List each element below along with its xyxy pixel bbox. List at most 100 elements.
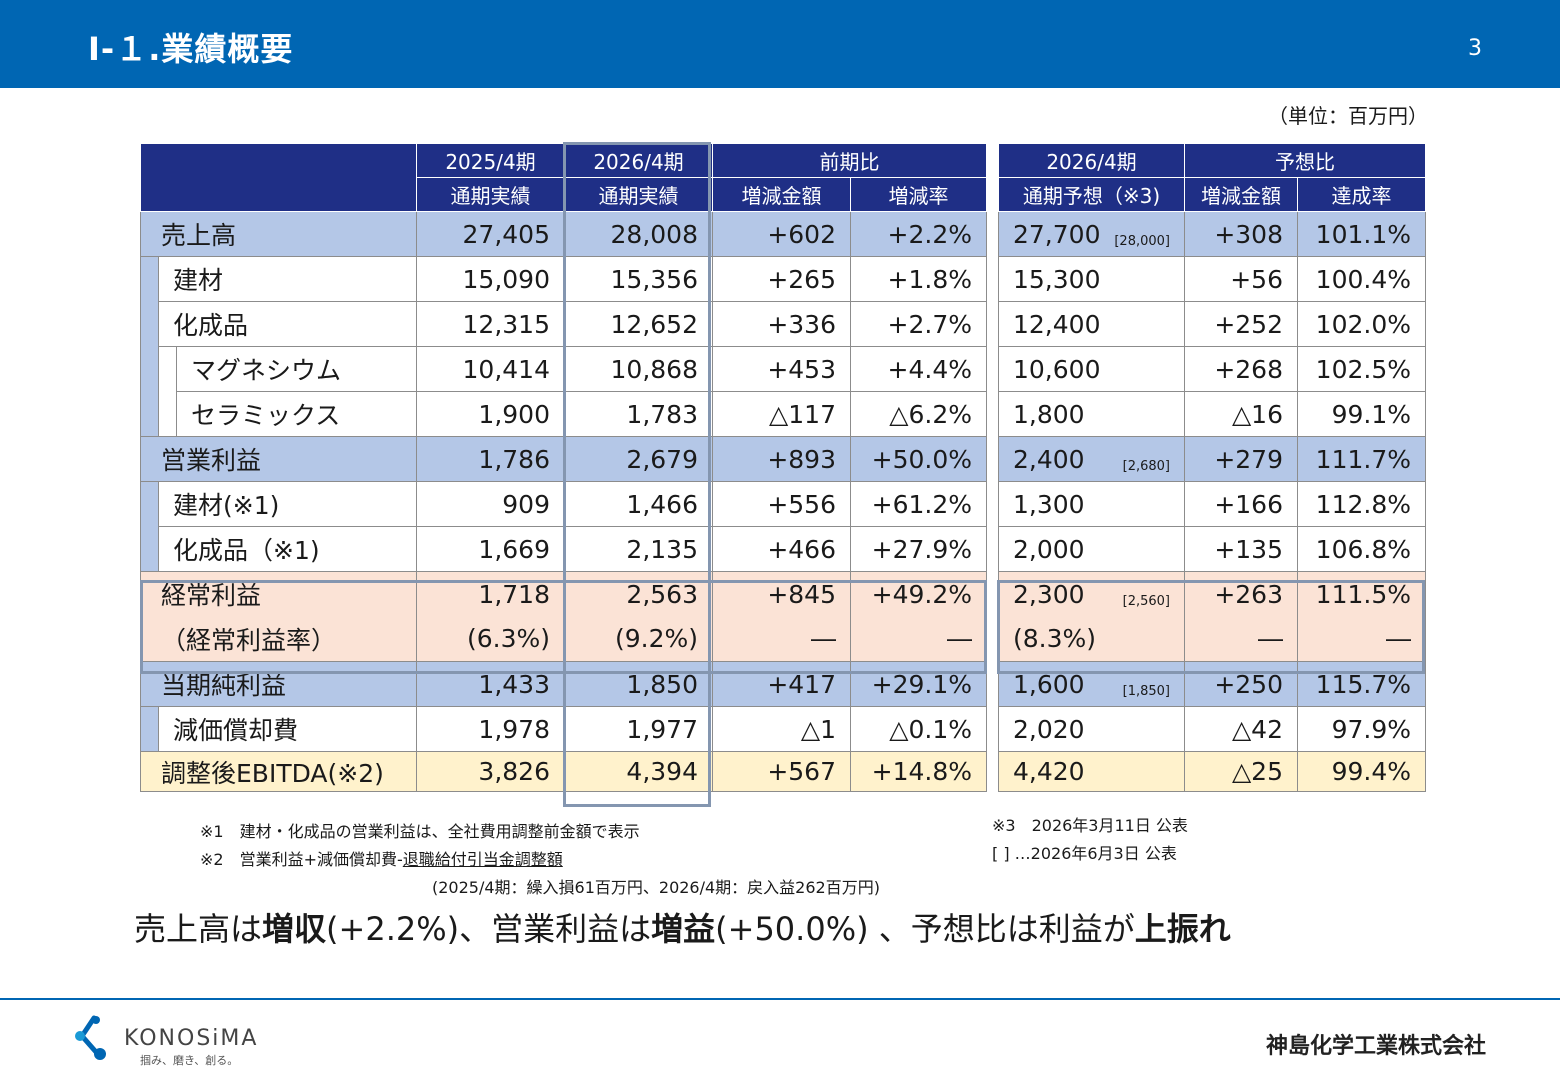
cell-diff: +453 <box>712 346 851 392</box>
cell-diff: +845 <box>712 571 851 617</box>
table-row: 化成品（※1) 1,669 2,135 +466 +27.9% <box>140 526 987 572</box>
indent-spacer <box>158 391 177 437</box>
header-fy2026-sub: 通期実績 <box>564 177 713 212</box>
table-row: 調整後EBITDA(※2) 3,826 4,394 +567 +14.8% <box>140 751 987 792</box>
forecast-value: 1,800 <box>1013 399 1085 429</box>
footnote-forecast-date: ※3 2026年3月11日 公表 <box>992 816 1188 835</box>
cell-diff: △16 <box>1184 391 1298 437</box>
cell-rate: 99.4% <box>1297 751 1426 792</box>
cell-fy2025: (6.3%) <box>416 616 565 662</box>
cell-fy2026: 28,008 <box>564 211 713 257</box>
cell-rate: 111.5% <box>1297 571 1426 617</box>
table-row: マグネシウム 10,414 10,868 +453 +4.4% <box>140 346 987 392</box>
company-name: 神島化学工業株式会社 <box>1265 1034 1486 1059</box>
row-label: 化成品 <box>158 301 417 347</box>
table-header-row: 通期予想（※3) 増減金額 達成率 <box>998 177 1426 212</box>
table-header-row: 2025/4期 2026/4期 前期比 <box>140 143 987 212</box>
cell-diff: +308 <box>1184 211 1298 257</box>
row-label: マグネシウム <box>176 346 417 392</box>
cell-rate: +2.7% <box>850 301 987 347</box>
row-label: 営業利益 <box>140 436 417 482</box>
cell-fy2025: 15,090 <box>416 256 565 302</box>
table-row: 経常利益 1,718 2,563 +845 +49.2% <box>140 571 987 617</box>
cell-diff: +279 <box>1184 436 1298 482</box>
indent-bar <box>140 346 159 392</box>
summary-bold-2: 増益 <box>651 910 716 948</box>
cell-rate: +4.4% <box>850 346 987 392</box>
cell-diff: +417 <box>712 661 851 707</box>
cell-forecast: 2,020 <box>998 706 1185 752</box>
table-row: 12,400 +252 102.0% <box>998 301 1426 347</box>
cell-fy2026: 10,868 <box>564 346 713 392</box>
row-label: 当期純利益 <box>140 661 417 707</box>
footer-divider <box>0 998 1560 1000</box>
cell-fy2025: 12,315 <box>416 301 565 347</box>
cell-rate: 115.7% <box>1297 661 1426 707</box>
cell-fy2026: 1,783 <box>564 391 713 437</box>
cell-fy2025: 1,978 <box>416 706 565 752</box>
footnotes-left: ※1 建材・化成品の営業利益は、全社費用調整前金額で表示 ※2 営業利益+減価償… <box>200 818 880 902</box>
cell-forecast: (8.3%) <box>998 616 1185 662</box>
cell-fy2026: 1,977 <box>564 706 713 752</box>
cell-rate: +27.9% <box>850 526 987 572</box>
forecast-value: 1,600 <box>1013 669 1085 699</box>
cell-fy2025: 1,900 <box>416 391 565 437</box>
cell-forecast: 4,420 <box>998 751 1185 792</box>
cell-fy2026: 12,652 <box>564 301 713 347</box>
forecast-value: 1,300 <box>1013 489 1085 519</box>
table-header-row: 通期実績 通期実績 増減金額 増減率 <box>141 177 987 212</box>
cell-rate: +49.2% <box>850 571 987 617</box>
konosima-logo-icon <box>75 1015 106 1060</box>
cell-rate: 97.9% <box>1297 706 1426 752</box>
forecast-cell-content: 12,400 <box>1013 310 1170 339</box>
cell-diff: +556 <box>712 481 851 527</box>
cell-forecast: 1,600 [1,850] <box>998 661 1185 707</box>
cell-diff: +602 <box>712 211 851 257</box>
cell-rate: 99.1% <box>1297 391 1426 437</box>
forecast-cell-content: 10,600 <box>1013 355 1170 384</box>
table-row: 4,420 △25 99.4% <box>998 751 1426 792</box>
table-row: (8.3%) ― ― <box>998 616 1426 662</box>
summary-bold-1: 増収 <box>262 910 327 948</box>
footnote-2: ※2 営業利益+減価償却費-退職給付引当金調整額 <box>200 846 880 874</box>
cell-rate: 102.0% <box>1297 301 1426 347</box>
cell-rate: △6.2% <box>850 391 987 437</box>
row-label: 売上高 <box>140 211 417 257</box>
cell-diff: +56 <box>1184 256 1298 302</box>
footnote-3: (2025/4期：繰入損61百万円、2026/4期：戻入益262百万円) <box>432 878 880 897</box>
summary-text-3: (+50.0%) 、予想比は利益が <box>715 910 1135 948</box>
forecast-cell-content: 2,400 [2,680] <box>1013 445 1170 474</box>
indent-bar <box>140 481 159 527</box>
table-row: 建材 15,090 15,356 +265 +1.8% <box>140 256 987 302</box>
cell-forecast: 2,300 [2,560] <box>998 571 1185 617</box>
footnote-2-underlined: 退職給付引当金調整額 <box>402 850 563 869</box>
forecast-value: 12,400 <box>1013 309 1101 339</box>
header-blank <box>140 143 417 212</box>
cell-rate: +14.8% <box>850 751 987 792</box>
forecast-value: 2,300 <box>1013 579 1085 609</box>
summary-text-2: (+2.2%)、営業利益は <box>326 910 652 948</box>
table-row: 2,300 [2,560] +263 111.5% <box>998 571 1426 617</box>
cell-fy2026: 15,356 <box>564 256 713 302</box>
header-forecast: 2026/4期 <box>998 143 1185 178</box>
cell-forecast: 12,400 <box>998 301 1185 347</box>
forecast-value: (8.3%) <box>1013 624 1097 654</box>
table-row: 27,700 [28,000] +308 101.1% <box>998 211 1426 257</box>
forecast-value: 2,400 <box>1013 444 1085 474</box>
forecast-cell-content: 4,420 <box>1013 757 1170 786</box>
cell-diff: +567 <box>712 751 851 792</box>
cell-diff: +268 <box>1184 346 1298 392</box>
forecast-cell-content: 1,300 <box>1013 490 1170 519</box>
logo-tagline: 掴み、磨き、創る。 <box>140 1054 239 1067</box>
table-row: 1,800 △16 99.1% <box>998 391 1426 437</box>
forecast-cell-content: 2,020 <box>1013 715 1170 744</box>
header-forecast-sub: 通期予想（※3) <box>998 177 1185 212</box>
header-yoy-rate: 増減率 <box>850 177 987 212</box>
table-row: 1,300 +166 112.8% <box>998 481 1426 527</box>
forecast-cell-content: 1,800 <box>1013 400 1170 429</box>
revised-forecast-value: [2,680] <box>1122 458 1170 474</box>
cell-fy2025: 1,669 <box>416 526 565 572</box>
indent-bar <box>140 301 159 347</box>
table-row: 10,600 +268 102.5% <box>998 346 1426 392</box>
cell-rate: +1.8% <box>850 256 987 302</box>
